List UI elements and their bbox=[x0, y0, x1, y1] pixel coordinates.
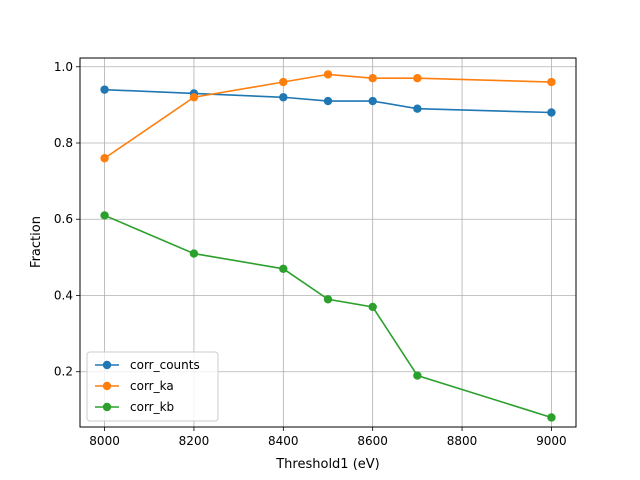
legend-label: corr_ka bbox=[130, 379, 174, 393]
legend-marker bbox=[102, 360, 112, 370]
series-corr_ka bbox=[100, 70, 556, 163]
x-tick-label: 9000 bbox=[536, 434, 567, 448]
legend-label: corr_counts bbox=[130, 358, 200, 372]
data-point bbox=[547, 108, 556, 117]
legend-label: corr_kb bbox=[130, 400, 174, 414]
legend-box bbox=[86, 351, 219, 422]
data-point bbox=[100, 85, 109, 94]
y-tick-label: 0.8 bbox=[54, 136, 73, 150]
legend-marker bbox=[102, 381, 112, 391]
data-point bbox=[279, 93, 288, 102]
data-point bbox=[279, 264, 288, 274]
data-point bbox=[368, 96, 377, 106]
legend-item: corr_kb bbox=[95, 400, 174, 414]
grid-lines bbox=[80, 58, 576, 427]
data-point bbox=[547, 77, 556, 87]
data-point bbox=[100, 211, 109, 220]
x-tick-label: 8000 bbox=[89, 434, 120, 448]
data-point bbox=[413, 104, 422, 113]
x-tick-label: 8400 bbox=[268, 434, 299, 448]
series-layer bbox=[100, 70, 556, 422]
y-tick-label: 1.0 bbox=[54, 60, 73, 74]
x-tick-label: 8800 bbox=[447, 434, 478, 448]
data-point bbox=[189, 249, 199, 258]
data-point bbox=[189, 93, 199, 102]
data-point bbox=[323, 295, 333, 304]
x-tick-label: 8600 bbox=[357, 434, 388, 448]
data-point bbox=[323, 96, 333, 106]
data-point bbox=[547, 413, 556, 422]
series-corr_kb bbox=[100, 211, 556, 422]
data-point bbox=[413, 371, 422, 380]
y-tick-label: 0.6 bbox=[54, 212, 73, 226]
x-axis-ticks: 8000 8200 8400 8600 8800 9000 bbox=[89, 427, 567, 448]
legend-marker bbox=[102, 402, 112, 412]
data-point bbox=[413, 74, 422, 83]
data-point bbox=[368, 302, 377, 312]
y-axis-ticks: 0.2 0.4 0.6 0.8 1.0 bbox=[54, 60, 80, 379]
y-tick-label: 0.2 bbox=[54, 365, 73, 379]
plot-area-frame bbox=[79, 57, 577, 428]
x-tick-label: 8200 bbox=[179, 434, 210, 448]
x-axis-label: Threshold1 (eV) bbox=[275, 457, 380, 472]
y-axis-label: Fraction bbox=[29, 216, 44, 268]
data-point bbox=[368, 74, 377, 83]
legend: corr_counts corr_ka corr_kb bbox=[86, 351, 219, 422]
y-tick-label: 0.4 bbox=[54, 288, 73, 302]
data-point bbox=[279, 77, 288, 87]
data-point bbox=[100, 154, 109, 163]
data-point bbox=[323, 70, 333, 79]
legend-item: corr_counts bbox=[95, 358, 200, 372]
legend-item: corr_ka bbox=[95, 379, 174, 393]
